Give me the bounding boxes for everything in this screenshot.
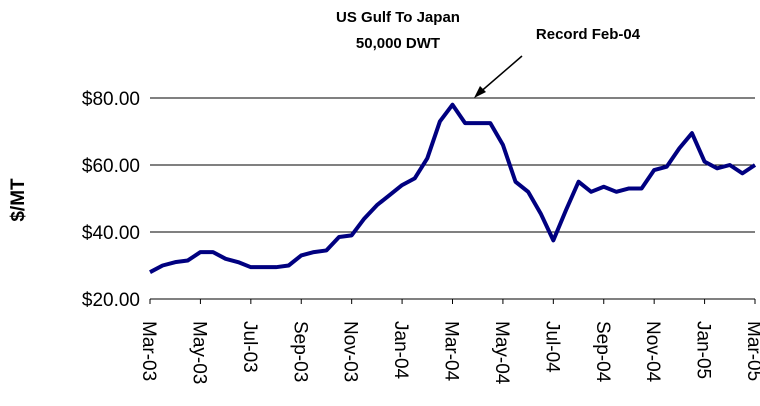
x-tick-label: Jan-04 xyxy=(390,321,411,380)
x-tick-label: Mar-05 xyxy=(743,321,760,381)
x-tick-label: Mar-03 xyxy=(138,321,159,381)
y-tick-label: $60.00 xyxy=(82,156,140,177)
annotation-arrow xyxy=(477,55,523,95)
x-tick-label: Nov-04 xyxy=(642,321,663,383)
chart-title-line-1: US Gulf To Japan xyxy=(336,9,460,26)
y-tick-label: $80.00 xyxy=(82,89,140,110)
x-tick-label: Mar-04 xyxy=(441,321,462,382)
arrow-head xyxy=(474,86,486,98)
y-tick-label: $40.00 xyxy=(82,223,140,244)
x-tick-label: Jul-04 xyxy=(541,321,562,373)
x-tick-label: May-04 xyxy=(491,321,512,385)
x-tick-label: Jan-05 xyxy=(693,321,714,379)
x-tick-label: Jul-03 xyxy=(239,321,260,373)
x-tick-label: May-03 xyxy=(188,321,209,384)
chart-title-line-2: 50,000 DWT xyxy=(356,35,440,52)
annotation: Record Feb-04 xyxy=(536,26,641,43)
x-tick-label: Sep-03 xyxy=(289,321,310,382)
y-axis-label: $/MT xyxy=(8,178,29,222)
x-tick-label: Sep-04 xyxy=(592,321,613,383)
series-line xyxy=(149,102,757,274)
y-tick-label: $20.00 xyxy=(82,290,140,311)
x-tick-label: Nov-03 xyxy=(340,321,361,382)
